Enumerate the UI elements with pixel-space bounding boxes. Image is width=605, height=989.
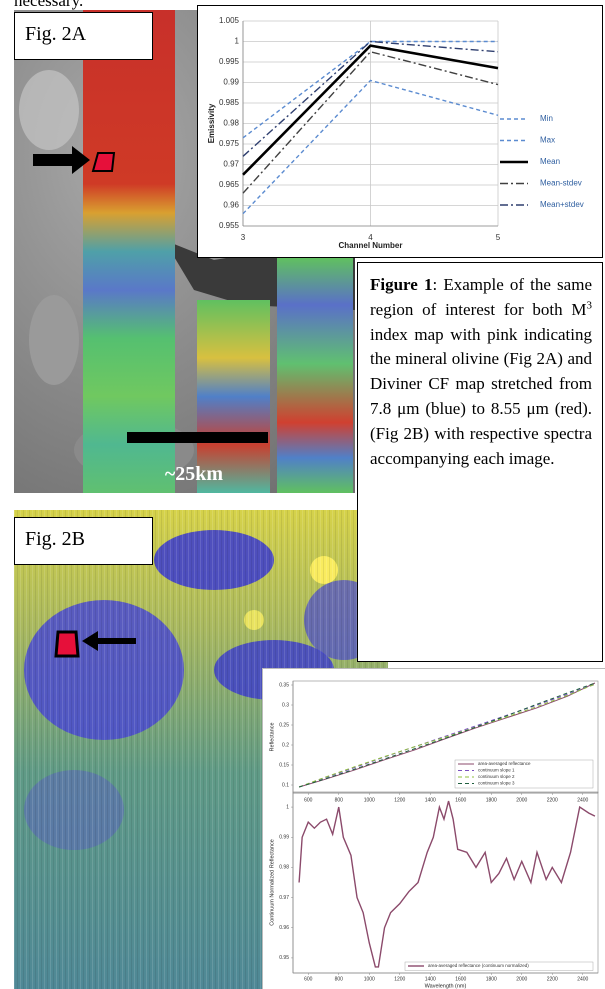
x-tick-label: 1200: [394, 976, 405, 982]
y-tick-label: 0.99: [223, 78, 239, 87]
crater: [29, 295, 79, 385]
caption-superscript: 3: [587, 299, 593, 311]
legend-label: Max: [540, 136, 555, 145]
figure-label: Fig. 2B: [14, 517, 153, 565]
index-strip: [83, 10, 175, 493]
legend-label: Mean-stdev: [540, 179, 582, 188]
x-tick-label: 2200: [547, 976, 558, 982]
y-axis-label: Continuum Normalized Reflectance: [269, 839, 275, 926]
x-tick-label: 3: [241, 233, 246, 242]
y-tick-label: 0.96: [223, 201, 239, 210]
x-tick-label: 1400: [425, 976, 436, 982]
y-tick-label: 0.98: [279, 865, 289, 871]
y-tick-label: 0.96: [279, 925, 289, 931]
y-tick-label: 0.97: [223, 160, 239, 169]
y-tick-label: 0.965: [219, 180, 240, 189]
x-tick-label: 1000: [364, 976, 375, 982]
y-tick-label: 0.955: [219, 221, 240, 230]
x-axis-label: Channel Number: [338, 241, 402, 250]
y-tick-label: 0.995: [219, 57, 240, 66]
y-axis-label: Emissivity: [207, 103, 216, 143]
y-tick-label: 1: [235, 37, 240, 46]
y-tick-label: 0.97: [279, 895, 289, 901]
y-tick-label: 1: [286, 804, 289, 810]
y-tick-label: 0.985: [219, 98, 240, 107]
y-tick-label: 0.99: [279, 835, 289, 841]
y-tick-label: 1.005: [219, 16, 240, 25]
olivine-marker: [56, 632, 78, 656]
plot-frame: [293, 792, 598, 973]
scale-bar: [127, 432, 268, 443]
x-tick-label: 1800: [486, 976, 497, 982]
highland: [19, 70, 79, 150]
legend-label: Mean+stdev: [540, 200, 584, 209]
legend-label: Mean: [540, 157, 560, 166]
y-tick-label: 0.95: [279, 955, 289, 961]
caption-label: Figure 1: [370, 275, 432, 294]
figure-label: Fig. 2A: [14, 12, 153, 60]
y-tick-label: 0.975: [219, 139, 240, 148]
x-tick-label: 5: [496, 233, 501, 242]
index-strip: [277, 258, 353, 493]
x-tick-label: 600: [304, 976, 313, 982]
x-tick-label: 2000: [516, 976, 527, 982]
legend-label: Min: [540, 114, 553, 123]
emissivity-chart: 0.955 0.96 0.965 0.97 0.975 0.98 0.985 0.99 0.99…: [197, 5, 603, 258]
x-axis-label: Wavelength (nm): [425, 983, 467, 989]
page: necessary. ~25km Fig. 2A: [0, 0, 605, 989]
x-tick-label: 800: [335, 976, 344, 982]
y-tick-label: 0.98: [223, 119, 239, 128]
scale-label: ~25km: [165, 463, 224, 485]
caption-text: index map with pink indicating the miner…: [370, 325, 592, 468]
series-line: [299, 801, 595, 967]
legend-label: area-averaged reflectance (continuum nor…: [428, 963, 529, 968]
x-tick-label: 2400: [577, 976, 588, 982]
x-tick-label: 1600: [455, 976, 466, 982]
caption: Figure 1: Example of the same region of …: [357, 262, 603, 662]
